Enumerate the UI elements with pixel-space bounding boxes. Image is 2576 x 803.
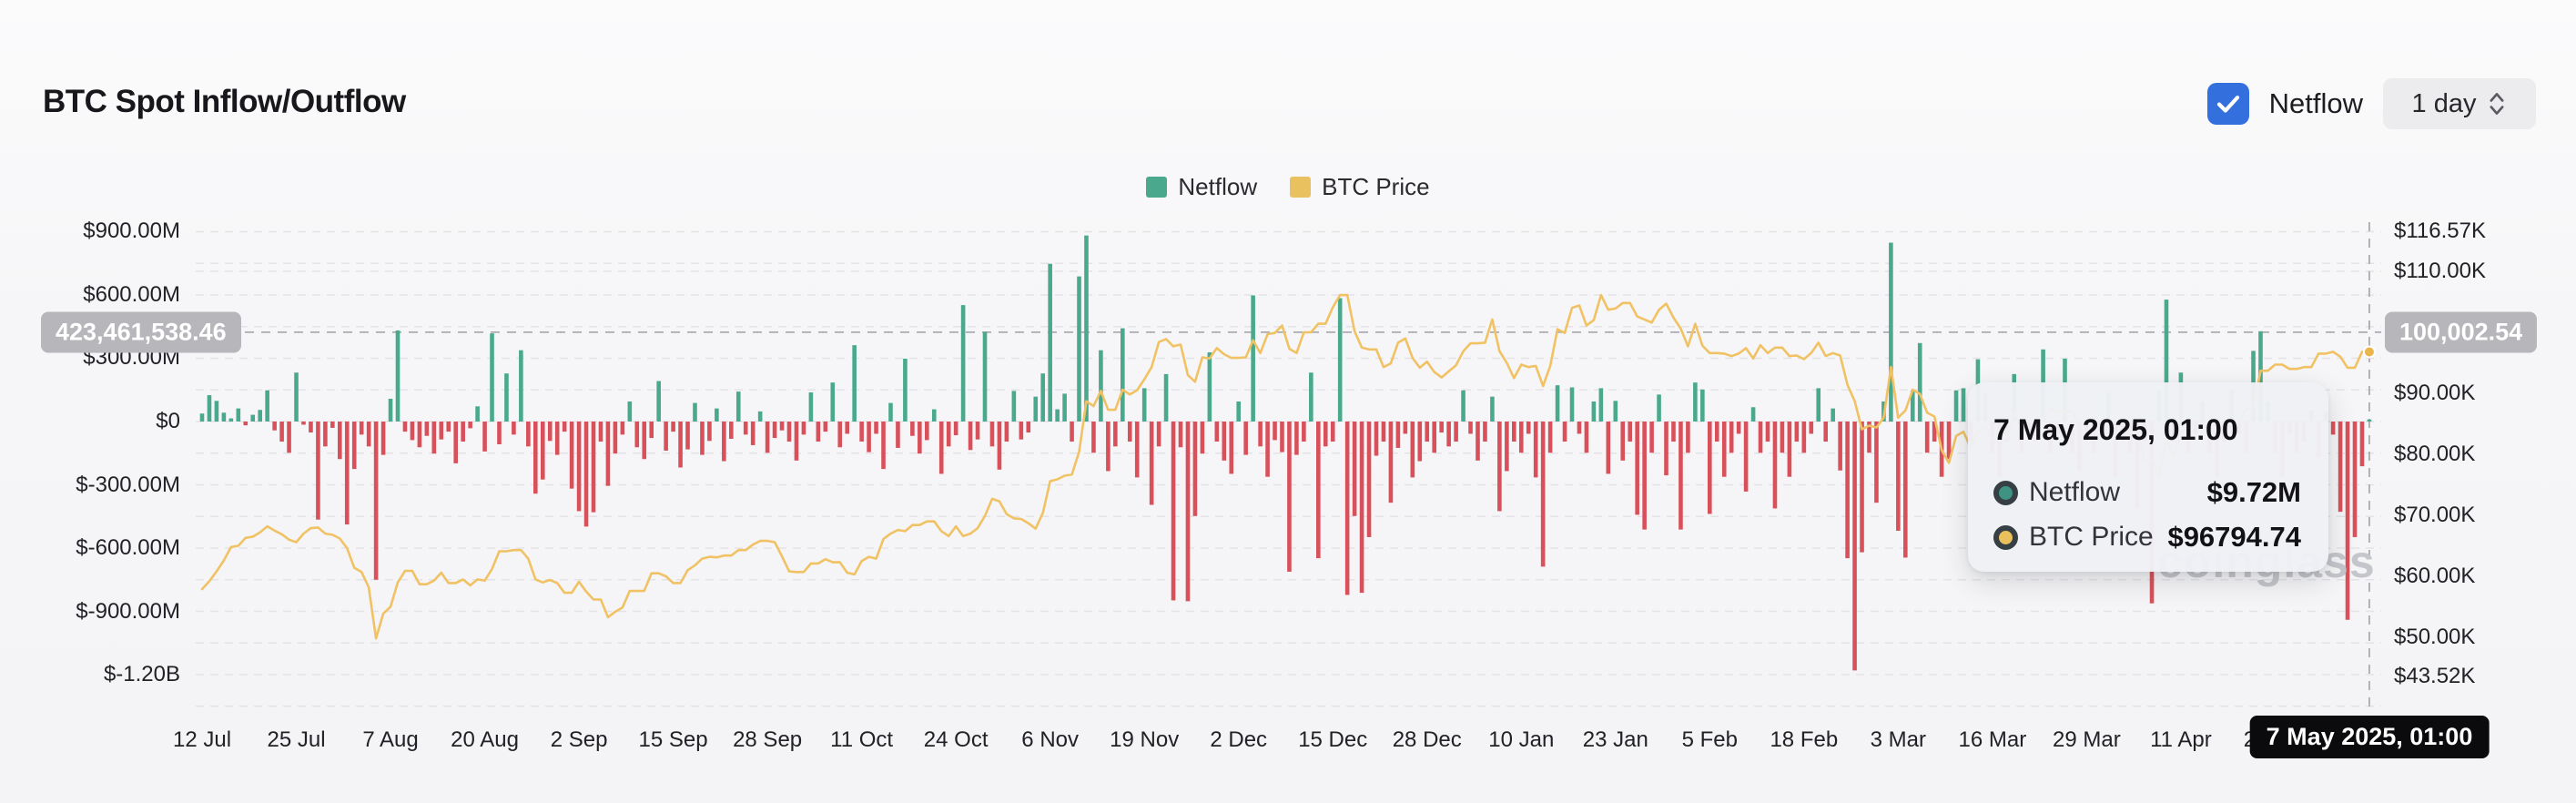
x-axis-tick: 23 Jan (1582, 727, 1648, 752)
left-axis-tick: $900.00M (83, 219, 180, 244)
left-axis-tick: $600.00M (83, 281, 180, 307)
x-axis-tick: 11 Apr (2150, 727, 2212, 752)
x-axis-tick: 16 Mar (1958, 727, 2027, 752)
x-axis-tick: 29 Mar (2053, 727, 2121, 752)
x-axis-tick: 25 Jul (267, 727, 326, 752)
interval-select[interactable]: 1 day (2383, 78, 2536, 129)
left-axis-tick: $-600.00M (76, 535, 180, 560)
x-axis-tick: 11 Oct (830, 727, 894, 752)
x-axis-tick: 28 Dec (1392, 727, 1462, 752)
tooltip-row-netflow: Netflow $9.72M (1993, 476, 2301, 509)
x-axis-tick: 15 Sep (638, 727, 708, 752)
x-axis-tick: 15 Dec (1298, 727, 1368, 752)
x-axis-tick: 24 Oct (923, 727, 989, 752)
tooltip-netflow-label: Netflow (2029, 477, 2121, 507)
x-axis-tick: 12 Jul (172, 727, 232, 752)
right-axis-tick: $50.00K (2394, 625, 2476, 649)
page-title: BTC Spot Inflow/Outflow (43, 84, 406, 119)
tooltip-row-btc-price: BTC Price $96794.74 (1993, 521, 2301, 554)
x-axis-tick: 6 Nov (1021, 727, 1080, 752)
right-axis-tick: $70.00K (2394, 503, 2476, 527)
x-axis-tick: 28 Sep (733, 727, 803, 752)
x-axis-tick: 10 Jan (1488, 727, 1555, 752)
chart-tooltip: 7 May 2025, 01:00 Netflow $9.72M BTC Pri… (1968, 382, 2328, 572)
right-axis-tick: $60.00K (2394, 564, 2476, 588)
right-axis-tick: $116.57K (2394, 218, 2486, 243)
right-axis-tick: $43.52K (2394, 664, 2476, 689)
x-axis-tick: 5 Feb (1681, 727, 1738, 752)
right-axis-tick: $80.00K (2394, 442, 2476, 466)
left-axis-tick: $0 (156, 409, 180, 433)
left-axis-tick: $-300.00M (76, 472, 180, 497)
netflow-ring-icon (1993, 480, 2018, 505)
stepper-chevrons-icon (2490, 93, 2504, 115)
tooltip-btc-price-value: $96794.74 (2167, 521, 2301, 553)
right-axis-tick: $110.00K (2394, 259, 2486, 283)
crosshair-date-badge: 7 May 2025, 01:00 (2249, 716, 2490, 758)
left-axis-tick: $-900.00M (76, 598, 180, 624)
btc-price-ring-icon (1993, 524, 2018, 550)
x-axis-tick: 2 Sep (550, 727, 608, 752)
tooltip-btc-price-label: BTC Price (2029, 522, 2154, 552)
x-axis-tick: 2 Dec (1210, 727, 1268, 752)
netflow-checkbox[interactable] (2206, 83, 2249, 125)
x-axis-tick: 19 Nov (1110, 727, 1180, 752)
right-axis-tick: $90.00K (2394, 381, 2476, 405)
netflow-checkbox-label: Netflow (2268, 87, 2363, 119)
interval-select-value: 1 day (2411, 88, 2477, 118)
tooltip-netflow-value: $9.72M (2206, 476, 2301, 508)
x-axis-tick: 3 Mar (1870, 727, 1927, 752)
x-axis-tick: 18 Feb (1770, 727, 1839, 752)
header-controls: Netflow 1 day (2206, 78, 2536, 129)
crosshair-right-value-badge: 100,002.54 (2385, 311, 2538, 353)
tooltip-date: 7 May 2025, 01:00 (1993, 413, 2238, 446)
x-axis-tick: 7 Aug (362, 727, 419, 752)
check-icon (2216, 96, 2239, 113)
crosshair-left-value-badge: 423,461,538.46 (41, 311, 241, 353)
x-axis-tick: 20 Aug (451, 727, 519, 752)
left-axis-tick: $-1.20B (103, 662, 180, 686)
